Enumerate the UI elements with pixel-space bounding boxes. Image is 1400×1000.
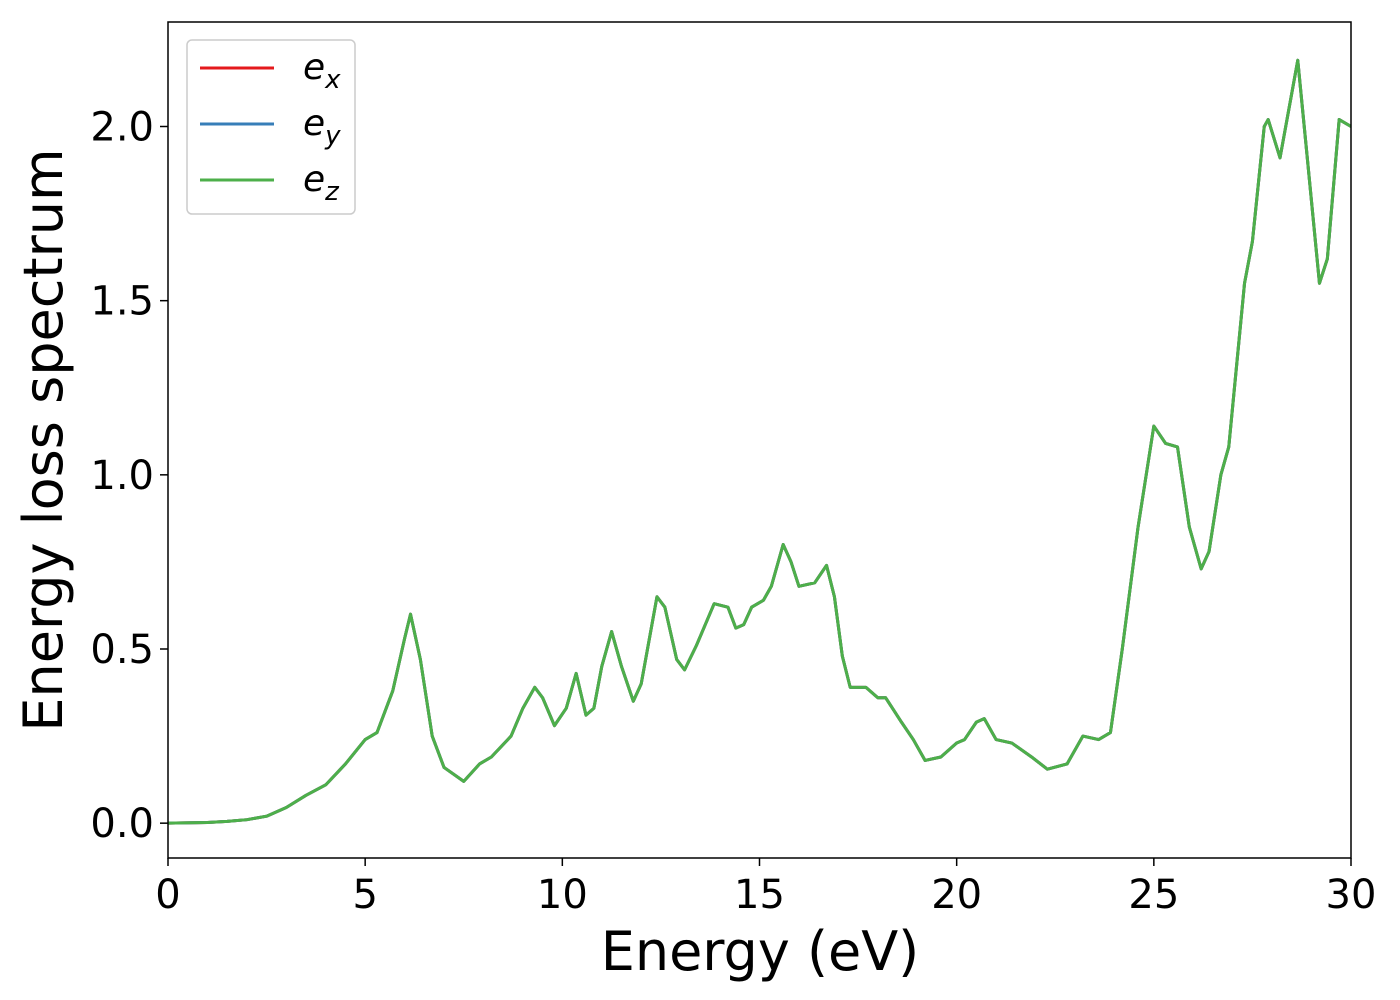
legend-label: ex: [303, 47, 341, 95]
y-tick-label: 0.5: [90, 627, 154, 673]
x-tick-label: 15: [734, 872, 785, 918]
legend-box: [186, 39, 356, 215]
series-line: [168, 58, 1351, 825]
legend-label: ey: [303, 103, 341, 151]
x-tick-label: 5: [352, 872, 377, 918]
x-axis-title: Energy (eV): [601, 920, 920, 983]
x-tick-label: 20: [931, 872, 982, 918]
x-tick-label: 0: [155, 872, 180, 918]
x-tick-label: 25: [1128, 872, 1179, 918]
legend-label: ez: [303, 159, 340, 207]
y-tick-label: 1.0: [90, 453, 154, 499]
plot-frame: [167, 21, 1352, 859]
y-tick-label: 1.5: [90, 279, 154, 325]
y-axis-title: Energy loss spectrum: [12, 148, 75, 731]
x-tick-label: 30: [1326, 872, 1377, 918]
x-tick-label: 10: [537, 872, 588, 918]
y-tick-label: 0.0: [90, 801, 154, 847]
y-tick-label: 2.0: [90, 105, 154, 151]
